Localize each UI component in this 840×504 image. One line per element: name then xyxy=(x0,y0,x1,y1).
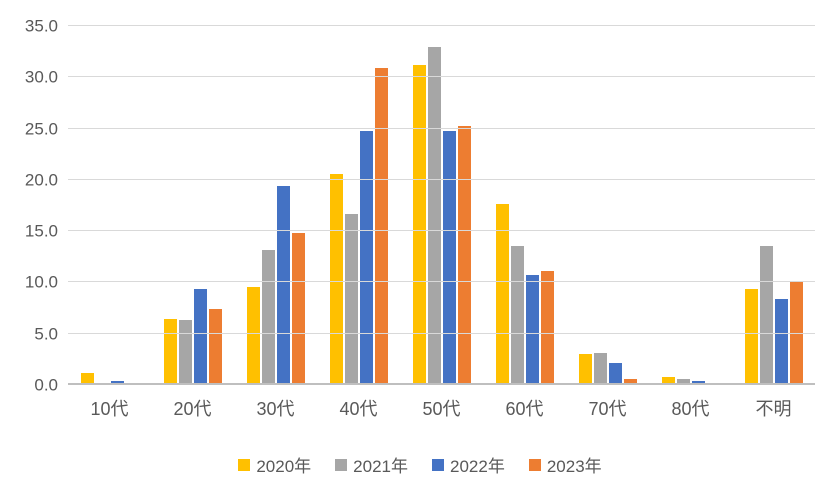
x-tick-label: 40代 xyxy=(339,399,378,419)
legend-label: 2023年 xyxy=(546,457,602,476)
bar-2021年-40代 xyxy=(344,213,358,385)
bar-2020年-60代 xyxy=(495,204,509,385)
gridline xyxy=(68,127,815,129)
bar-2020年-30代 xyxy=(246,286,260,385)
legend-item-2023年: 2023年 xyxy=(528,452,602,477)
bar-group-60代 xyxy=(483,26,566,385)
bar-2020年-80代 xyxy=(661,376,675,385)
x-tick-label: 80代 xyxy=(671,399,710,419)
bar-2023年-50代 xyxy=(457,125,471,385)
bar-2022年-50代 xyxy=(442,130,456,385)
y-tick-label: 30.0 xyxy=(24,67,58,87)
x-tick-label: 20代 xyxy=(173,399,212,419)
gridline xyxy=(68,230,815,232)
y-tick-label: 25.0 xyxy=(24,119,58,139)
y-tick-label: 5.0 xyxy=(34,324,58,344)
legend-item-2020年: 2020年 xyxy=(238,452,311,477)
bar-2020年-40代 xyxy=(329,173,343,385)
bar-group-不明 xyxy=(732,26,815,385)
y-axis: 0.0 5.0 10.0 15.0 20.0 25.0 30.0 35.0 xyxy=(0,18,58,394)
bar-2022年-10代 xyxy=(110,380,124,385)
bar-2020年-10代 xyxy=(80,372,94,385)
legend-label: 2022年 xyxy=(450,457,505,476)
bar-2021年-50代 xyxy=(427,46,441,385)
bar-2022年-80代 xyxy=(691,380,705,385)
bar-2020年-不明 xyxy=(744,288,758,385)
x-axis-line xyxy=(68,383,815,385)
legend-label: 2021年 xyxy=(353,457,408,476)
bar-2023年-60代 xyxy=(540,271,554,385)
x-axis: 10代 20代 30代 40代 50代 60代 70代 80代 不明 xyxy=(68,395,815,421)
legend-item-2021年: 2021年 xyxy=(335,452,408,477)
legend-swatch-icon xyxy=(238,458,251,471)
bar-2022年-70代 xyxy=(608,363,622,385)
bar-2022年-不明 xyxy=(774,298,788,385)
bar-group-70代 xyxy=(566,26,649,385)
y-tick-label: 20.0 xyxy=(24,170,58,190)
plot-area xyxy=(68,25,815,385)
bar-2022年-60代 xyxy=(525,275,539,385)
bar-2020年-20代 xyxy=(163,319,177,385)
x-tick-label: 10代 xyxy=(90,399,129,419)
bar-2023年-不明 xyxy=(789,282,803,385)
y-tick-label: 15.0 xyxy=(24,221,58,241)
bar-2022年-20代 xyxy=(193,288,207,385)
legend-swatch-icon xyxy=(335,458,348,471)
x-tick-label: 不明 xyxy=(755,399,792,419)
legend-label: 2020年 xyxy=(256,457,312,476)
bar-2022年-30代 xyxy=(276,186,290,385)
y-tick-label: 35.0 xyxy=(24,16,58,36)
legend-item-2022年: 2022年 xyxy=(432,452,505,477)
x-tick-label: 30代 xyxy=(256,399,295,419)
bar-group-80代 xyxy=(649,26,732,385)
bar-group-50代 xyxy=(400,26,483,385)
bar-2022年-40代 xyxy=(359,130,373,385)
bar-2021年-20代 xyxy=(178,320,192,385)
y-tick-label: 0.0 xyxy=(34,375,58,395)
gridline xyxy=(68,76,815,78)
bars-row xyxy=(68,26,815,385)
bar-group-30代 xyxy=(234,26,317,385)
legend-swatch-icon xyxy=(528,458,541,471)
bar-2021年-60代 xyxy=(510,245,524,385)
gridline xyxy=(68,332,815,334)
bar-2021年-30代 xyxy=(261,249,275,385)
x-tick-label: 70代 xyxy=(588,399,627,419)
bar-2020年-50代 xyxy=(412,64,426,385)
bar-2021年-80代 xyxy=(676,378,690,385)
gridline xyxy=(68,281,815,283)
bar-2021年-不明 xyxy=(759,245,773,385)
bar-2023年-30代 xyxy=(291,233,305,385)
bar-2023年-40代 xyxy=(374,68,388,385)
bar-2023年-70代 xyxy=(623,378,637,385)
bar-2020年-70代 xyxy=(578,354,592,385)
y-tick-label: 10.0 xyxy=(24,272,58,292)
bar-group-40代 xyxy=(317,26,400,385)
bar-group-20代 xyxy=(151,26,234,385)
x-tick-label: 50代 xyxy=(422,399,461,419)
gridline xyxy=(68,178,815,180)
gridline xyxy=(68,25,815,26)
x-tick-label: 60代 xyxy=(505,399,544,419)
bar-2021年-70代 xyxy=(593,353,607,385)
bar-group-10代 xyxy=(68,26,151,385)
legend-swatch-icon xyxy=(432,458,444,471)
bar-2023年-20代 xyxy=(208,309,222,385)
legend: 2020年 2021年 2022年 2023年 xyxy=(0,452,840,477)
